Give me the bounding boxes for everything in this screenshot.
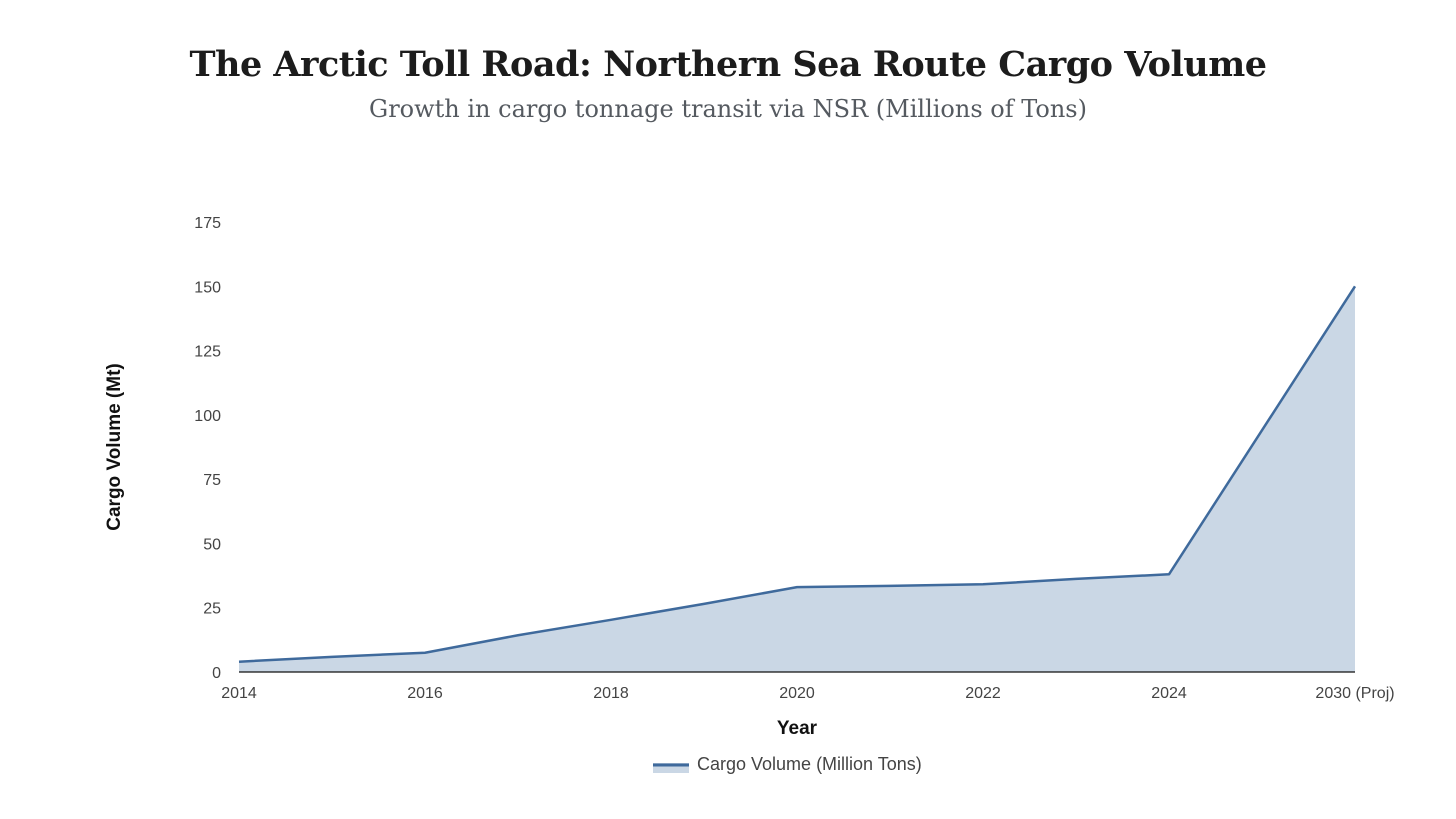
x-tick-labels: 2014 2016 2018 2020 2022 2024 2030 (Proj) bbox=[221, 685, 1394, 702]
area-layer bbox=[239, 286, 1355, 672]
y-tick-labels: 0 25 50 75 100 125 150 175 bbox=[194, 215, 221, 682]
y-tick-label: 0 bbox=[212, 665, 221, 682]
y-tick-label: 75 bbox=[203, 472, 221, 489]
x-tick-label: 2030 (Proj) bbox=[1315, 685, 1394, 702]
y-tick-label: 100 bbox=[194, 408, 221, 425]
y-tick-label: 125 bbox=[194, 344, 221, 361]
series-line[interactable] bbox=[238, 285, 1357, 663]
x-tick-label: 2018 bbox=[593, 685, 629, 702]
x-tick-label: 2020 bbox=[779, 685, 815, 702]
legend-swatch bbox=[653, 763, 689, 773]
series-area bbox=[239, 286, 1355, 672]
chart-subtitle: Growth in cargo tonnage transit via NSR … bbox=[369, 95, 1087, 123]
x-tick-label: 2016 bbox=[407, 685, 443, 702]
y-tick-label: 25 bbox=[203, 601, 221, 618]
chart-title: The Arctic Toll Road: Northern Sea Route… bbox=[189, 44, 1267, 85]
y-tick-label: 50 bbox=[203, 536, 221, 553]
x-tick-label: 2024 bbox=[1151, 685, 1187, 702]
line-layer bbox=[238, 285, 1357, 663]
y-tick-label: 150 bbox=[194, 279, 221, 296]
legend-label: Cargo Volume (Million Tons) bbox=[697, 754, 922, 774]
x-tick-label: 2014 bbox=[221, 685, 257, 702]
y-tick-label: 175 bbox=[194, 215, 221, 232]
x-axis-title: Year bbox=[777, 718, 818, 739]
y-axis-title: Cargo Volume (Mt) bbox=[104, 363, 125, 530]
legend[interactable]: Cargo Volume (Million Tons) bbox=[653, 754, 922, 774]
x-tick-label: 2022 bbox=[965, 685, 1001, 702]
